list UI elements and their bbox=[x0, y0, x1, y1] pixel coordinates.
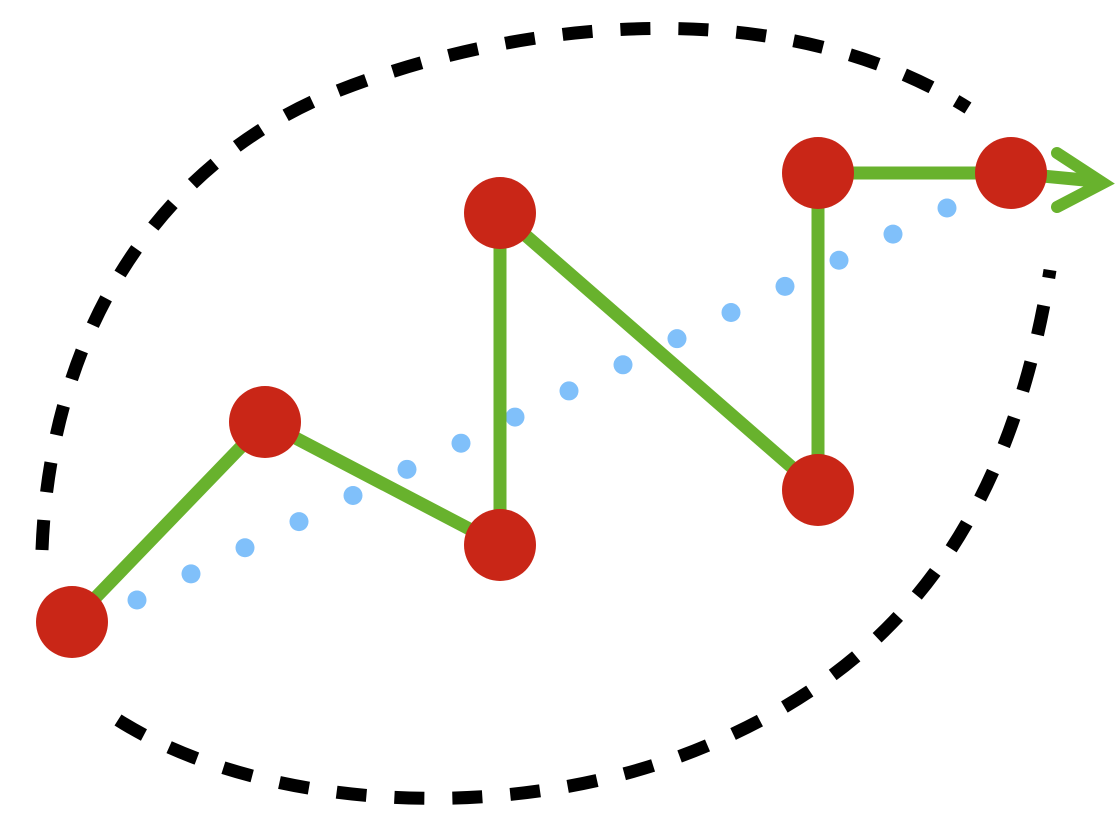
node-circle bbox=[36, 586, 108, 658]
path-segment bbox=[258, 415, 507, 552]
trend-dot bbox=[559, 381, 579, 401]
trend-dot bbox=[937, 198, 957, 218]
zigzag-path bbox=[65, 166, 1102, 629]
trend-dot bbox=[451, 433, 471, 453]
node-circle bbox=[464, 177, 536, 249]
envelope-upper-arc bbox=[35, 21, 972, 551]
trend-dot bbox=[397, 459, 417, 479]
path-segment bbox=[65, 415, 272, 629]
node-circle bbox=[229, 386, 301, 458]
dashed-envelope bbox=[35, 21, 1057, 805]
trend-dot bbox=[613, 355, 633, 375]
trend-dot bbox=[343, 485, 363, 505]
trend-dot bbox=[181, 564, 201, 584]
path-segment bbox=[493, 206, 825, 497]
trend-dot bbox=[883, 224, 903, 244]
trend-dot bbox=[775, 276, 795, 296]
envelope-lower-arc bbox=[114, 268, 1057, 805]
trend-dot bbox=[235, 538, 255, 558]
trend-dot bbox=[127, 590, 147, 610]
trend-dot bbox=[829, 250, 849, 270]
node-circle bbox=[782, 454, 854, 526]
trend-dotted-line bbox=[127, 198, 957, 610]
trend-dot bbox=[505, 407, 525, 427]
node-circle bbox=[975, 137, 1047, 209]
trend-dot bbox=[289, 512, 309, 532]
trend-dot bbox=[721, 303, 741, 323]
node-group bbox=[36, 137, 1047, 658]
node-circle bbox=[782, 137, 854, 209]
node-circle bbox=[464, 509, 536, 581]
arrowhead-icon bbox=[1051, 147, 1115, 213]
trend-dot bbox=[667, 329, 687, 349]
